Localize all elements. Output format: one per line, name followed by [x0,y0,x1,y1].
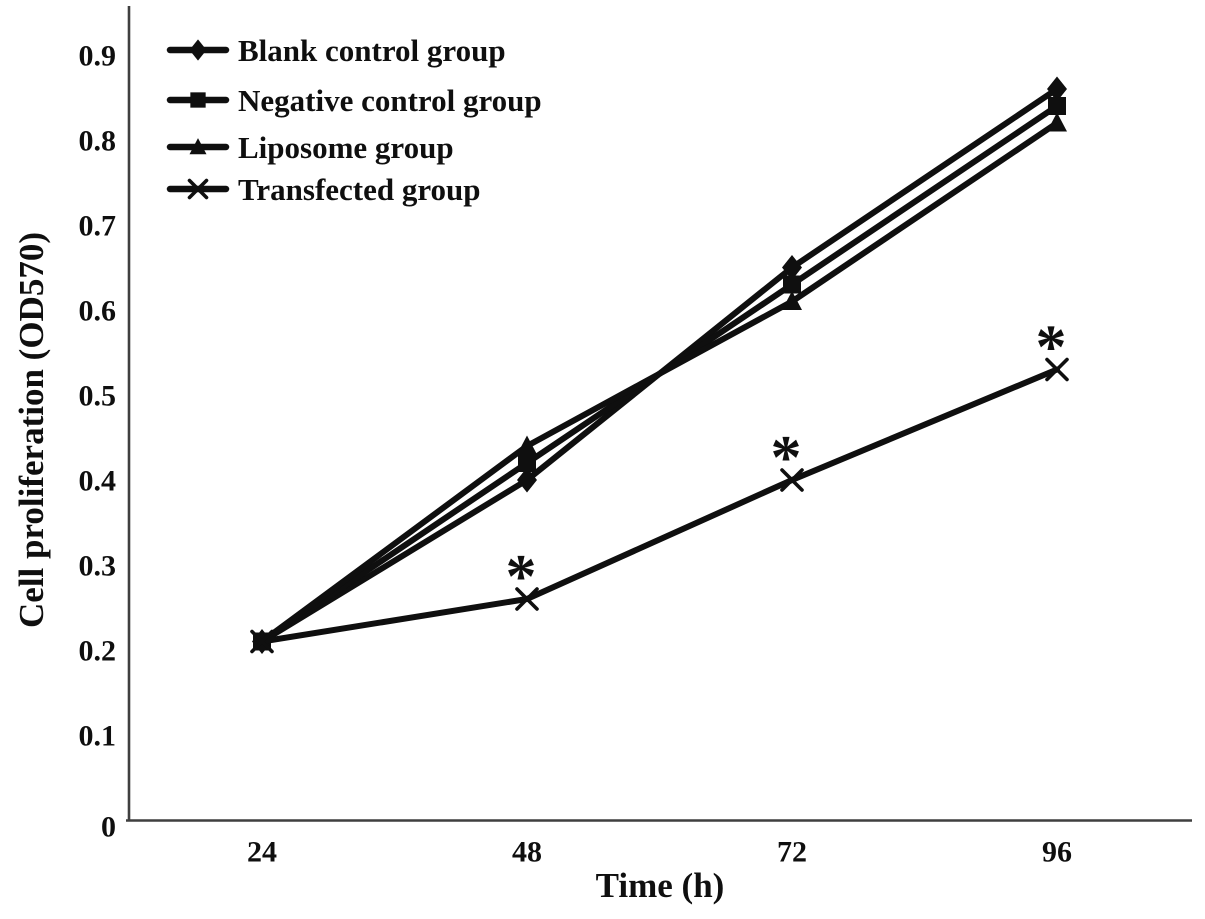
y-tick-label: 0.2 [79,635,117,668]
y-tick-label: 0.1 [79,720,117,753]
data-marker-x [1045,357,1069,382]
x-tick-label: 24 [247,836,277,869]
x-axis-title: Time (h) [595,866,725,905]
y-tick-label: 0.9 [79,40,117,73]
legend-marker-square [190,92,206,108]
legend-label: Transfected group [238,172,481,207]
data-marker-diamond [782,255,802,280]
legend-label: Negative control group [238,83,542,118]
data-marker-diamond [517,467,537,493]
data-marker-diamond [1047,76,1067,102]
y-tick-label: 0.4 [79,465,117,498]
data-marker-triangle [782,291,802,310]
legend-marker-triangle [189,138,207,155]
y-tick-label: 0.3 [79,550,117,583]
legend-label: Liposome group [238,130,454,165]
data-marker-square [783,275,801,294]
data-marker-square [518,454,536,472]
significance-asterisk: * [771,424,802,492]
legend-marker-x [187,178,209,200]
significance-asterisk: * [1036,314,1067,382]
y-tick-label: 0.8 [79,125,117,158]
y-tick-label: 0 [101,811,116,844]
data-marker-triangle [517,435,537,455]
data-marker-x [515,587,539,611]
y-tick-label: 0.6 [79,295,117,328]
y-tick-label: 0.5 [79,380,117,413]
significance-asterisk: * [506,543,537,611]
legend-label: Blank control group [238,33,506,68]
x-tick-label: 72 [777,836,807,869]
data-marker-x [250,629,274,654]
y-axis-title: Cell proliferation (OD570) [12,232,51,628]
data-marker-triangle [1047,112,1067,132]
series-line-x [259,366,1060,645]
y-tick-label: 0.7 [79,210,117,243]
data-marker-x [780,468,804,492]
series-line-triangle [259,120,1060,645]
x-tick-label: 48 [512,836,542,869]
x-tick-label: 96 [1042,836,1072,869]
legend-marker-diamond [189,39,207,61]
data-marker-square [1048,97,1066,115]
